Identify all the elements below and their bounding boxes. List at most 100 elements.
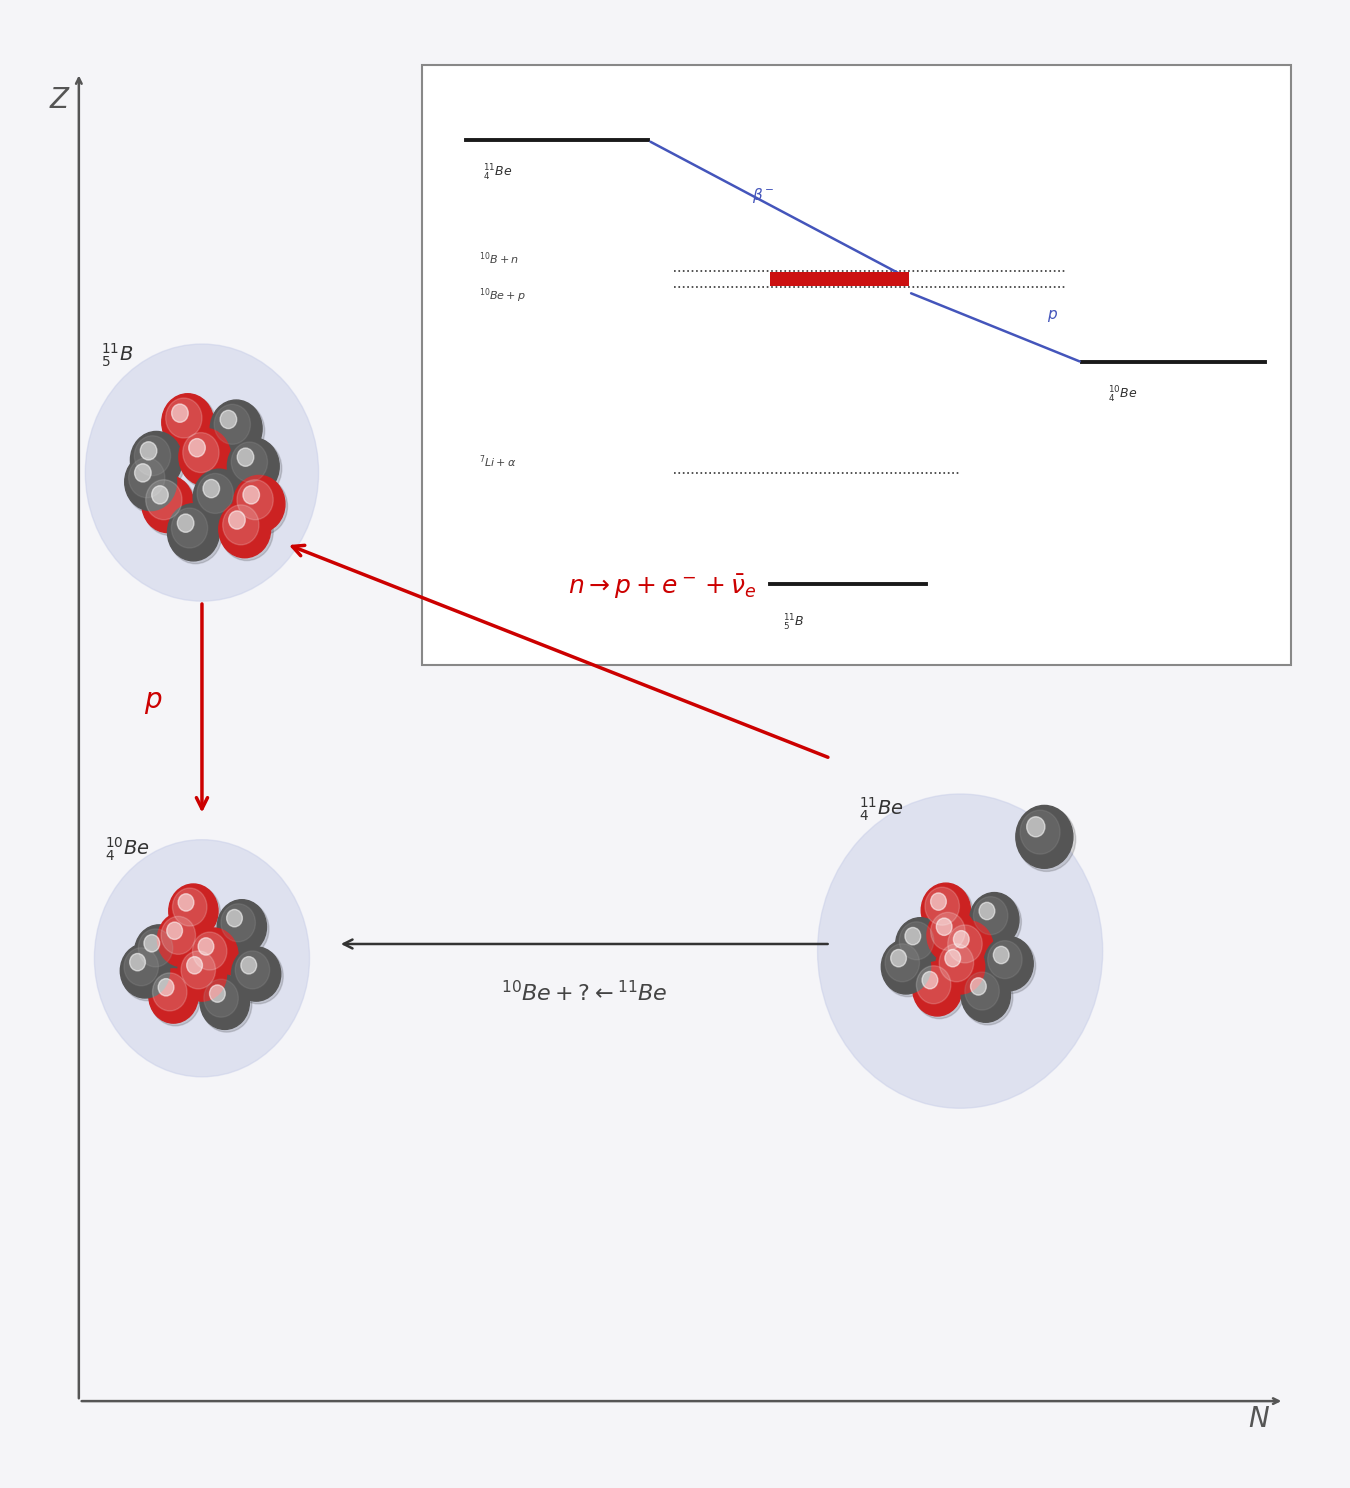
Circle shape (178, 948, 230, 1004)
Circle shape (937, 918, 952, 936)
Circle shape (1027, 817, 1045, 836)
Circle shape (209, 985, 225, 1003)
Circle shape (167, 923, 182, 939)
Circle shape (904, 927, 921, 945)
Circle shape (198, 937, 213, 955)
Circle shape (140, 442, 157, 460)
Circle shape (899, 921, 934, 960)
Circle shape (230, 439, 282, 497)
Text: $^{10}_{4}Be$: $^{10}_{4}Be$ (1108, 384, 1138, 405)
Text: $n \rightarrow p + e^- + \bar{\nu}_e$: $n \rightarrow p + e^- + \bar{\nu}_e$ (568, 573, 756, 601)
Circle shape (973, 897, 1008, 934)
Circle shape (922, 972, 938, 990)
Circle shape (178, 894, 194, 911)
Circle shape (127, 455, 180, 513)
Circle shape (202, 479, 220, 497)
Circle shape (231, 946, 281, 1001)
Circle shape (984, 936, 1033, 991)
Circle shape (197, 473, 234, 513)
Circle shape (227, 437, 279, 496)
Circle shape (238, 479, 273, 519)
Circle shape (883, 942, 933, 997)
Circle shape (181, 951, 216, 990)
Text: $p$: $p$ (1048, 308, 1058, 324)
Circle shape (167, 504, 219, 561)
Circle shape (961, 969, 1010, 1022)
Circle shape (200, 975, 250, 1030)
Circle shape (189, 929, 238, 982)
Bar (769, 272, 909, 286)
Circle shape (986, 939, 1035, 994)
Circle shape (85, 344, 319, 601)
Circle shape (211, 400, 262, 457)
Circle shape (886, 943, 919, 982)
Text: $^{10}Be+p$: $^{10}Be+p$ (479, 286, 525, 305)
Text: $^{10}_{4}Be$: $^{10}_{4}Be$ (105, 836, 150, 863)
Circle shape (181, 430, 234, 488)
Circle shape (166, 397, 202, 437)
Circle shape (994, 946, 1008, 964)
Circle shape (217, 900, 266, 954)
Circle shape (223, 504, 259, 545)
Bar (423, 65, 1291, 665)
Circle shape (945, 949, 961, 967)
Circle shape (971, 894, 1022, 949)
Circle shape (182, 433, 219, 473)
Circle shape (162, 394, 213, 451)
Circle shape (193, 469, 244, 527)
Circle shape (158, 979, 174, 995)
Circle shape (234, 476, 285, 533)
Circle shape (1021, 809, 1060, 854)
Circle shape (922, 885, 973, 940)
Circle shape (146, 479, 182, 519)
Circle shape (930, 912, 965, 951)
Text: $^{10}B+n$: $^{10}B+n$ (479, 250, 518, 266)
Circle shape (150, 970, 201, 1025)
Circle shape (220, 503, 273, 561)
Circle shape (988, 940, 1022, 979)
Circle shape (231, 442, 267, 482)
Circle shape (151, 485, 169, 504)
Circle shape (201, 976, 252, 1033)
Circle shape (929, 909, 979, 966)
Circle shape (914, 963, 964, 1019)
Circle shape (969, 893, 1019, 946)
Circle shape (818, 795, 1103, 1109)
Circle shape (927, 908, 976, 963)
Circle shape (921, 884, 971, 937)
Circle shape (171, 507, 208, 548)
Circle shape (122, 945, 171, 1001)
Circle shape (171, 405, 188, 423)
Circle shape (120, 943, 170, 998)
Circle shape (130, 954, 146, 970)
Circle shape (180, 429, 231, 485)
Circle shape (930, 893, 946, 911)
Circle shape (221, 903, 255, 942)
Circle shape (136, 927, 186, 982)
Circle shape (234, 948, 284, 1004)
Circle shape (153, 973, 188, 1010)
Circle shape (128, 458, 165, 497)
Circle shape (124, 454, 177, 510)
Circle shape (895, 918, 945, 972)
Circle shape (173, 888, 207, 926)
Circle shape (1018, 808, 1076, 872)
Circle shape (219, 500, 270, 558)
Circle shape (219, 902, 269, 957)
Circle shape (963, 970, 1012, 1025)
Circle shape (124, 948, 158, 985)
Circle shape (965, 972, 999, 1010)
Circle shape (186, 957, 202, 975)
Circle shape (177, 946, 227, 1001)
Circle shape (177, 513, 194, 533)
Circle shape (917, 966, 950, 1004)
Circle shape (925, 887, 960, 926)
Circle shape (240, 957, 256, 975)
Text: $^{11}_{5}B$: $^{11}_{5}B$ (783, 613, 805, 632)
Circle shape (971, 978, 987, 995)
Text: $^{10}Be + ? \leftarrow {}^{11}Be$: $^{10}Be + ? \leftarrow {}^{11}Be$ (501, 981, 668, 1004)
Circle shape (243, 485, 259, 504)
Circle shape (193, 931, 227, 970)
Circle shape (148, 969, 198, 1024)
Circle shape (945, 923, 996, 978)
